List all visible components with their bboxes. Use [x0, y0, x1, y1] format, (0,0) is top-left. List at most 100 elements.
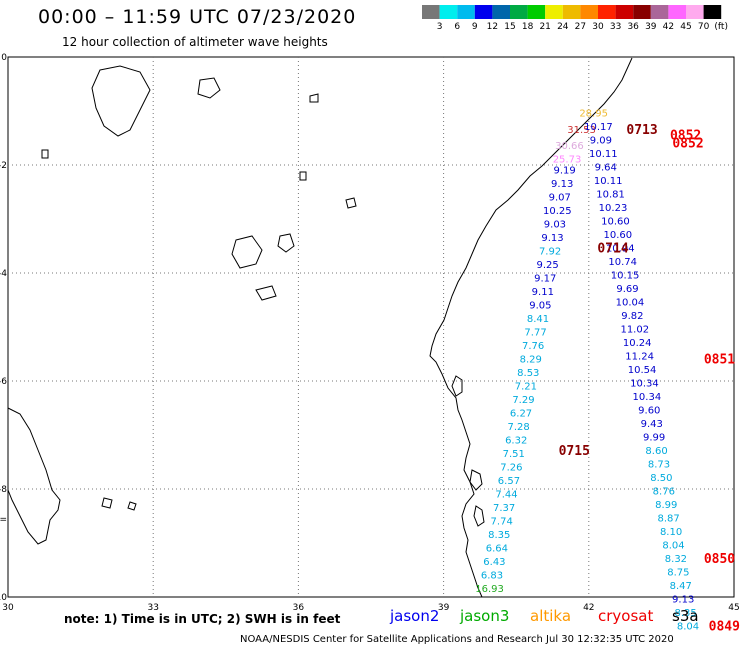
- pemba-island: [469, 469, 483, 491]
- wave-height-value: 10.25: [543, 206, 572, 217]
- wave-height-value: 8.41: [527, 314, 549, 325]
- legend-jason3: jason3: [460, 607, 510, 625]
- footer-note: note: 1) Time is in UTC; 2) SWH is in fe…: [64, 612, 341, 626]
- y-extra-mark: =: [0, 515, 7, 525]
- wave-height-value: 7.28: [507, 422, 529, 433]
- island-north-2: [197, 77, 221, 99]
- island-mid-2: [277, 233, 295, 253]
- scale-label: 21: [539, 22, 551, 32]
- scale-label: 30: [592, 22, 604, 32]
- wave-height-value: 9.03: [544, 219, 566, 230]
- comoros-island-2: [127, 501, 137, 511]
- y-tick-label: -8: [0, 485, 7, 495]
- wave-height-value: 31.53: [567, 125, 596, 136]
- scale-swatch: [439, 5, 458, 19]
- wave-height-value: 9.17: [534, 273, 556, 284]
- wave-height-value: 6.83: [481, 570, 503, 581]
- wave-height-value: 8.75: [667, 568, 689, 579]
- map-subtitle: 12 hour collection of altimeter wave hei…: [62, 35, 328, 49]
- madagascar-coast: [7, 407, 61, 545]
- y-tick-label: -2: [0, 161, 7, 171]
- scale-swatch: [510, 5, 528, 19]
- scale-swatch: [650, 5, 669, 19]
- scale-swatch: [492, 5, 510, 19]
- wave-height-value: 9.13: [541, 233, 563, 244]
- scale-label: 70: [697, 22, 710, 32]
- wave-height-value: 10.94: [606, 244, 635, 255]
- scale-swatch: [703, 5, 722, 19]
- scale-label: 39: [645, 22, 657, 32]
- x-tick-label: 33: [147, 603, 158, 613]
- scale-swatch: [474, 5, 493, 19]
- y-tick-label: -4: [0, 269, 7, 279]
- wave-height-value: 10.54: [628, 365, 657, 376]
- wave-height-value: 9.69: [616, 284, 638, 295]
- wave-height-value: 9.13: [551, 179, 573, 190]
- island-small-3: [41, 149, 49, 159]
- island-mid-3: [255, 285, 277, 301]
- wave-height-value: 10.15: [611, 271, 640, 282]
- pass-time-label: 0715: [559, 444, 590, 459]
- wave-height-value: 8.32: [665, 554, 687, 565]
- pass-time-label: 0714: [597, 242, 628, 257]
- scale-label: (ft): [714, 22, 728, 32]
- wave-height-value: 10.34: [630, 379, 659, 390]
- scale-label: 15: [504, 22, 516, 32]
- wave-height-value: 8.50: [650, 473, 672, 484]
- scale-swatch: [545, 5, 563, 19]
- wave-height-value: 10.24: [623, 338, 652, 349]
- wave-height-value: 9.82: [621, 311, 643, 322]
- wave-height-value: 7.44: [495, 489, 517, 500]
- wave-height-value: 8.35: [488, 530, 510, 541]
- wave-height-value: 8.04: [677, 622, 699, 633]
- x-tick-label: 42: [583, 603, 594, 613]
- wave-height-value: 10.74: [608, 257, 637, 268]
- scale-swatch: [598, 5, 616, 19]
- scale-label: 27: [574, 22, 587, 32]
- wave-height-value: 7.74: [491, 516, 513, 527]
- wave-height-value: 8.73: [648, 460, 670, 471]
- scale-label: 33: [609, 22, 622, 32]
- wave-height-value: 30.66: [555, 141, 584, 152]
- island-north: [91, 65, 151, 137]
- wave-height-value: 8.60: [645, 446, 667, 457]
- wave-height-value: 6.43: [483, 557, 505, 568]
- scale-swatch: [422, 5, 440, 19]
- wave-height-value: 9.64: [595, 163, 617, 174]
- wave-height-value: 9.09: [590, 136, 612, 147]
- wave-height-value: 8.04: [662, 541, 684, 552]
- wave-height-value: 7.26: [500, 462, 522, 473]
- scale-label: 18: [521, 22, 534, 32]
- pass-time-label: 0850: [704, 552, 735, 567]
- island-small-2: [309, 93, 319, 103]
- wave-height-value: 10.04: [616, 298, 645, 309]
- pass-time-label: 0849: [709, 620, 740, 635]
- wave-height-value: 6.32: [505, 435, 527, 446]
- wave-height-value: 8.76: [653, 487, 675, 498]
- scale-swatch: [562, 5, 581, 19]
- wave-height-value: 16.93: [475, 584, 504, 595]
- x-tick-label: 45: [728, 603, 739, 613]
- wave-height-value: 11.02: [620, 325, 649, 336]
- plot-frame: [7, 56, 735, 598]
- wave-height-value: 10.11: [589, 149, 618, 160]
- wave-height-value: 8.29: [520, 354, 542, 365]
- wave-height-value: 8.99: [655, 500, 677, 511]
- wave-height-value: 7.92: [539, 246, 561, 257]
- wave-height-value: 9.07: [549, 192, 571, 203]
- lamu-islet: [451, 375, 463, 397]
- pass-time-label: 0852: [670, 128, 701, 143]
- scale-swatch: [457, 5, 475, 19]
- x-tick-label: 39: [438, 603, 450, 613]
- wave-height-value: 10.60: [601, 217, 630, 228]
- wave-height-value: 9.99: [643, 433, 665, 444]
- legend-cryosat: cryosat: [598, 607, 654, 625]
- scale-label: 45: [680, 22, 692, 32]
- wave-height-value: 7.77: [524, 327, 546, 338]
- scale-label: 24: [557, 22, 569, 32]
- scale-swatch: [686, 5, 704, 19]
- scale-label: 36: [627, 22, 639, 32]
- scale-label: 12: [486, 22, 499, 32]
- wave-height-value: 10.23: [599, 203, 628, 214]
